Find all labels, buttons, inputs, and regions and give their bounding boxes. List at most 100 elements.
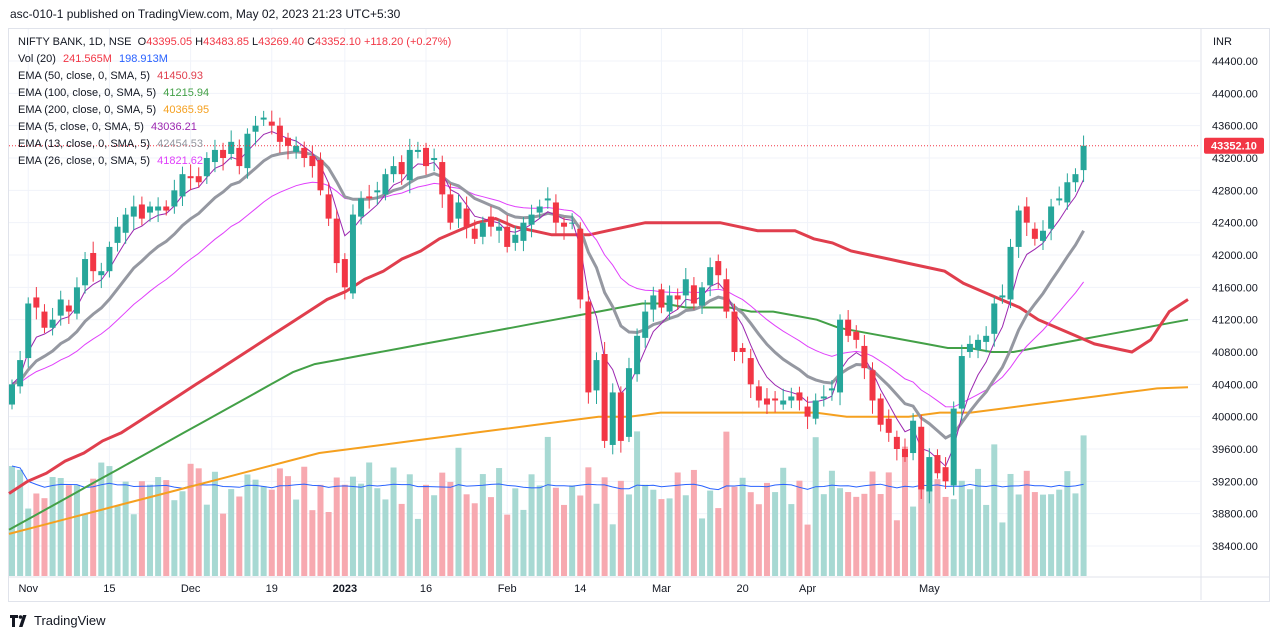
candle-body [487,216,494,227]
volume-bar [861,493,868,576]
volume-bar [471,503,478,576]
ema100-line [8,302,1189,531]
candle-body [439,162,446,195]
x-tick-label: Feb [498,583,517,595]
volume-bar [747,492,754,576]
ema50-value: 41450.93 [157,70,204,82]
candle-body [366,196,373,199]
candle-body [98,271,105,276]
volume-bar [41,498,48,576]
ema5-value: 43036.21 [151,121,197,133]
open-value: 43395.05 [146,36,193,48]
publish-header: asc-010-1 published on TradingView.com, … [0,0,1280,28]
volume-bar [349,476,356,576]
candle-body [260,117,267,120]
candle-body [577,228,584,300]
legend-ema13-row[interactable]: EMA (13, close, 0, SMA, 5) 42454.53 [18,136,451,153]
candle-body [49,319,56,328]
volume-bar [731,486,738,576]
candle-body [804,406,811,417]
volume-bar [1039,494,1046,576]
volume-bar [690,469,697,576]
candle-body [617,392,624,441]
candle-body [950,408,957,486]
candle-body [893,436,900,449]
legend-ema100-row[interactable]: EMA (100, close, 0, SMA, 5) 41215.94 [18,85,451,102]
volume-bar [504,514,511,576]
volume-bar [788,504,795,576]
candle-body [877,398,884,425]
candle-body [9,384,15,405]
candle-body [25,303,32,359]
legend-ema200-row[interactable]: EMA (200, close, 0, SMA, 5) 40365.95 [18,102,451,119]
ema13-label: EMA (13, close, 0, SMA, 5) [18,138,151,150]
volume-bar [439,472,446,576]
y-tick-label: 41600.00 [1212,282,1258,294]
volume-bar [528,474,535,576]
footer-bar: TradingView [0,604,1280,637]
volume-bar [382,499,389,576]
candle-body [358,198,365,217]
candle-body [723,279,730,312]
volume-bar [1048,494,1055,576]
volume-bar [179,491,186,576]
volume-bar [25,508,32,576]
volume-bar [772,492,779,576]
volume-bar [455,447,462,576]
volume-bar [650,489,657,576]
candle-body [910,420,917,454]
x-tick-label: Dec [181,583,201,595]
symbol-label[interactable]: NIFTY BANK, 1D, NSE [18,36,132,48]
volume-bar [82,513,89,576]
candle-body [471,228,478,239]
legend-volume-row[interactable]: Vol (20) 241.565M 198.913M [18,51,451,68]
candle-body [252,125,259,132]
volume-bar [130,514,137,576]
volume-bar [252,479,259,576]
volume-bar [682,495,689,576]
volume-bar [106,466,113,576]
candle-body [763,398,770,405]
last-price-label: 43352.10 [1211,141,1257,153]
legend-ema50-row[interactable]: EMA (50, close, 0, SMA, 5) 41450.93 [18,68,451,85]
volume-bar [309,510,316,576]
candle-body [122,214,129,233]
ema50-line [8,217,1189,495]
volume-bar [642,484,649,576]
candle-body [731,311,738,352]
legend-ema26-row[interactable]: EMA (26, close, 0, SMA, 5) 41821.62 [18,153,451,170]
volume-bar [837,488,844,576]
volume-bar [1080,435,1087,576]
volume-bar [983,504,990,576]
candle-body [236,147,243,167]
volume-bar [49,477,56,576]
ema26-value: 41821.62 [157,155,204,167]
candle-body [171,190,178,207]
ema100-value: 41215.94 [163,87,210,99]
volume-bar [1056,489,1063,576]
candle-body [828,388,835,391]
volume-bar [634,431,641,576]
volume-bar [942,496,949,576]
ema26-line [11,181,1085,408]
vol-ma-value: 198.913M [118,53,168,65]
volume-bar [374,488,381,576]
candle-body [991,303,998,334]
volume-bar [463,494,470,576]
candle-body [187,176,194,179]
tradingview-logo[interactable]: TradingView [10,613,106,628]
candle-body [1023,206,1030,223]
volume-bar [910,506,917,576]
volume-bar [512,488,519,576]
x-tick-label: 16 [420,583,432,595]
candle-body [398,162,405,175]
candle-body [82,259,89,286]
volume-bar [390,467,397,576]
legend-ema5-row[interactable]: EMA (5, close, 0, SMA, 5) 43036.21 [18,119,451,136]
volume-bar [552,487,559,576]
volume-bar [341,484,348,576]
volume-bar [958,480,965,576]
x-tick-label: 15 [103,583,115,595]
candle-body [455,202,462,219]
